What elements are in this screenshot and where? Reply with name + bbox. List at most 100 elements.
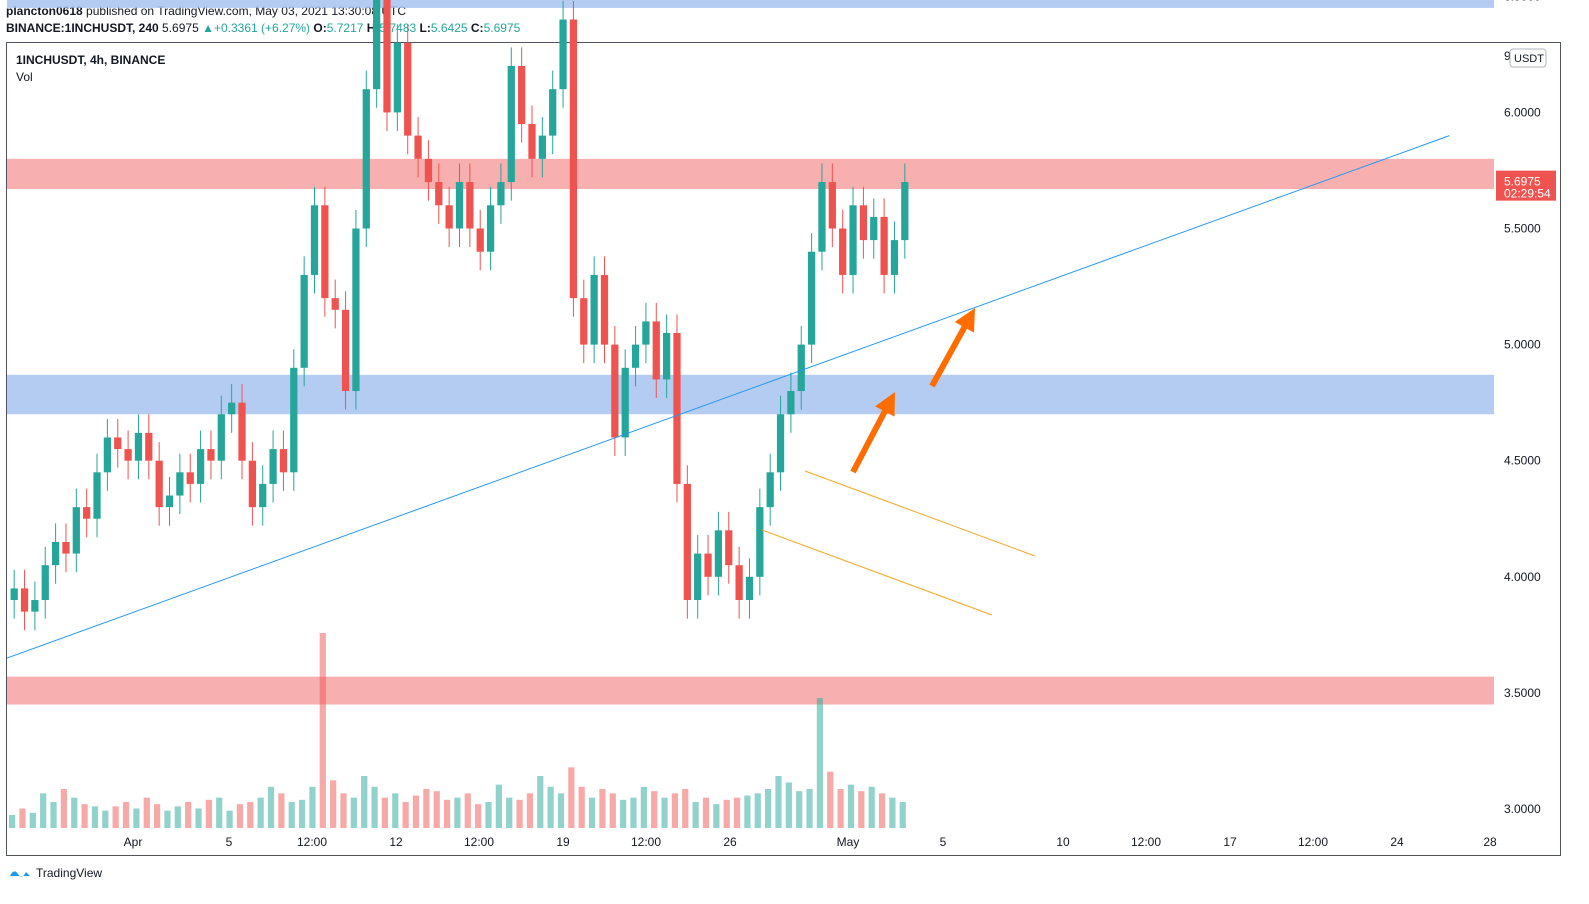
last-price-marker bbox=[1496, 170, 1556, 201]
footer-brand[interactable]: TradingView bbox=[8, 866, 102, 880]
volume-bar bbox=[630, 797, 637, 828]
zone-support-2[interactable] bbox=[7, 374, 1494, 415]
volume-bar bbox=[122, 802, 130, 828]
volume-bar bbox=[19, 808, 26, 828]
candle-body bbox=[41, 565, 49, 601]
volume-bar bbox=[765, 789, 772, 828]
y-axis-tick-label: 6.0000 bbox=[1504, 105, 1541, 119]
candle-body bbox=[486, 205, 495, 252]
volume-bar bbox=[278, 793, 285, 828]
candle-body bbox=[839, 228, 847, 275]
volume-bar bbox=[247, 802, 254, 828]
volume-bar bbox=[402, 802, 409, 828]
x-axis-tick-label: 5 bbox=[940, 835, 947, 849]
up-arrow-icon: ▲ bbox=[202, 21, 214, 35]
x-axis-tick-label: 5 bbox=[226, 835, 233, 849]
y-axis-tick-label: 3.0000 bbox=[1504, 802, 1541, 816]
candle-body bbox=[455, 182, 464, 229]
countdown-label: 02:29:54 bbox=[1504, 187, 1551, 201]
volume-bar bbox=[889, 797, 896, 828]
volume-bar bbox=[847, 784, 855, 828]
volume-bar bbox=[236, 804, 244, 828]
candle-body bbox=[559, 19, 567, 90]
volume-bar bbox=[81, 804, 88, 828]
volume-bar bbox=[174, 806, 181, 828]
volume-bar bbox=[443, 799, 451, 828]
candle-body bbox=[642, 321, 650, 345]
x-axis-tick-label: 19 bbox=[556, 835, 570, 849]
open-value: 5.7217 bbox=[326, 21, 364, 35]
volume-bar bbox=[257, 797, 264, 828]
volume-bar bbox=[878, 793, 886, 828]
zone-resistance-3[interactable] bbox=[7, 676, 1494, 705]
candle-body bbox=[393, 42, 401, 113]
volume-bar bbox=[340, 793, 347, 828]
volume-bar bbox=[775, 776, 782, 828]
zone-resistance-1[interactable] bbox=[7, 158, 1494, 190]
chart-legend: 1INCHUSDT, 4h, BINANCE Vol bbox=[16, 52, 165, 86]
volume-bar bbox=[412, 795, 420, 828]
x-axis-tick-label: 12:00 bbox=[1298, 835, 1328, 849]
currency-badge-label: USDT bbox=[1514, 53, 1544, 65]
candle-body bbox=[663, 332, 671, 380]
volume-bar bbox=[796, 791, 803, 828]
candle-body bbox=[145, 432, 153, 461]
candle-body bbox=[341, 309, 350, 392]
volume-bar bbox=[557, 793, 565, 828]
candle-body bbox=[176, 472, 184, 496]
zone-support-0[interactable] bbox=[7, 0, 1494, 8]
candle-body bbox=[538, 135, 546, 159]
volume-bar bbox=[537, 776, 544, 828]
volume-bar bbox=[568, 767, 575, 828]
candle-body bbox=[279, 449, 288, 473]
volume-bar bbox=[361, 776, 368, 828]
trend-line-channel-lower[interactable] bbox=[6, 135, 1450, 659]
symbol-full: BINANCE:1INCHUSDT, 240 bbox=[6, 21, 159, 35]
candle-body bbox=[621, 367, 629, 438]
volume-bar bbox=[50, 802, 57, 828]
volume-bar bbox=[309, 786, 316, 828]
candle-body bbox=[735, 565, 743, 601]
close-value: 5.6975 bbox=[483, 21, 521, 35]
candle-body bbox=[714, 530, 723, 577]
candle-body bbox=[103, 437, 112, 473]
volume-bar bbox=[102, 810, 109, 828]
candle-body bbox=[787, 391, 795, 415]
price-change: +0.3361 (+6.27%) bbox=[213, 21, 311, 35]
wedge-lower-line[interactable] bbox=[761, 529, 993, 616]
volume-bar bbox=[609, 793, 616, 828]
x-axis-tick-label: 12 bbox=[389, 835, 403, 849]
x-axis-tick-label: 12:00 bbox=[297, 835, 327, 849]
y-axis-tick-label: 5.0000 bbox=[1504, 338, 1541, 352]
y-axis-tick-label: 4.5000 bbox=[1504, 454, 1541, 468]
currency-badge[interactable] bbox=[1509, 48, 1547, 68]
volume-bar bbox=[754, 793, 761, 828]
candle-body bbox=[331, 298, 339, 310]
volume-bar bbox=[226, 810, 233, 828]
candle-body bbox=[269, 449, 277, 484]
chart-frame[interactable] bbox=[6, 42, 1561, 856]
volume-bar bbox=[547, 786, 554, 828]
volume-bar bbox=[692, 802, 699, 828]
last-price-label: 5.6975 bbox=[1504, 175, 1541, 189]
candle-body bbox=[228, 402, 236, 415]
candle-body bbox=[186, 472, 194, 484]
volume-bar bbox=[29, 812, 36, 828]
volume-bar bbox=[858, 791, 865, 828]
wedge-upper-line[interactable] bbox=[804, 470, 1036, 557]
candle-body bbox=[424, 158, 433, 183]
candle-body bbox=[134, 432, 143, 461]
candle-body bbox=[31, 600, 39, 612]
candle-body bbox=[321, 205, 329, 299]
candle-body bbox=[10, 588, 18, 601]
candle-body bbox=[466, 182, 474, 229]
volume-bar bbox=[454, 797, 461, 828]
volume-bar bbox=[71, 797, 78, 828]
x-axis-tick-label: 12:00 bbox=[464, 835, 494, 849]
volume-bar bbox=[195, 808, 202, 828]
candle-body bbox=[683, 483, 691, 601]
candle-body bbox=[704, 553, 712, 577]
volume-bar bbox=[464, 793, 471, 828]
volume-bar bbox=[526, 793, 534, 828]
